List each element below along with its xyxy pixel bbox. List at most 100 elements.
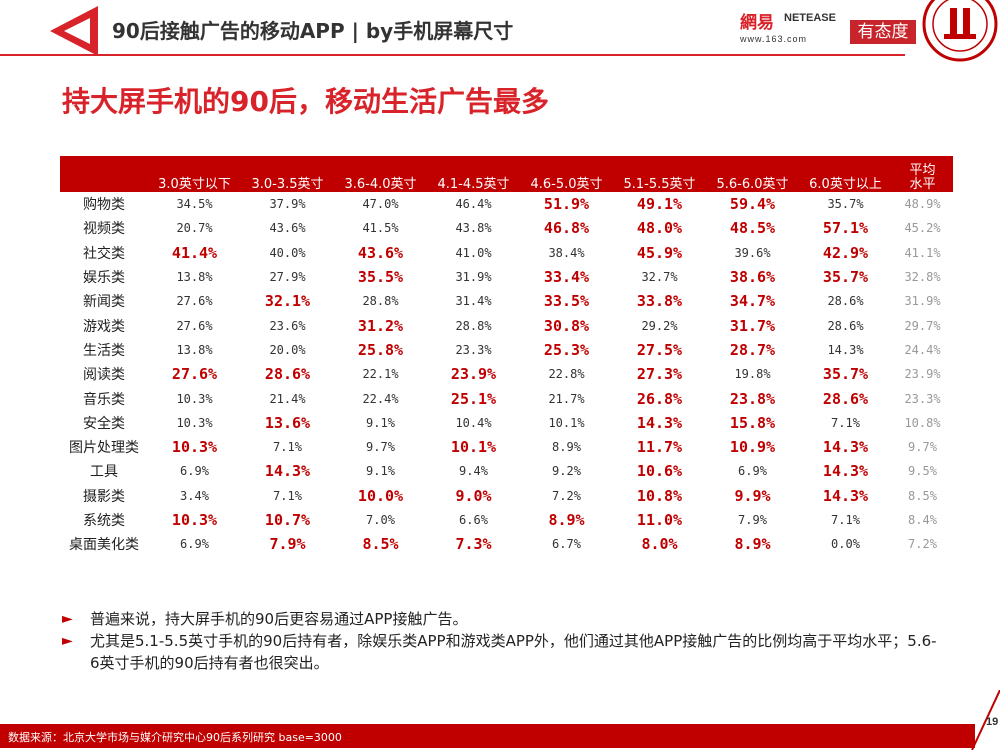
table-row: 系统类 10.3% 10.7% 7.0% 6.6% 8.9% 11.0% 7.9% 7.1% 8.…: [60, 508, 953, 532]
average-cell: 8.4%: [908, 513, 937, 527]
value-cell: 28.6%: [264, 365, 311, 384]
value-cell: 41.4%: [171, 243, 218, 262]
value-cell: 10.6%: [636, 462, 683, 481]
value-cell: 57.1%: [822, 219, 869, 238]
value-cell: 21.7%: [548, 391, 585, 406]
value-cell: 51.9%: [543, 195, 590, 214]
slide-title: 90后接触广告的移动APP | by手机屏幕尺寸: [112, 19, 514, 43]
netease-logo-en: NETEASE: [784, 12, 836, 24]
value-cell: 3.4%: [180, 488, 209, 503]
value-cell: 7.3%: [455, 535, 492, 554]
value-cell: 21.4%: [269, 391, 306, 406]
value-cell: 14.3%: [822, 462, 869, 481]
page-number: 19: [986, 716, 999, 728]
value-cell: 6.6%: [459, 513, 488, 527]
average-cell: 45.2%: [904, 221, 941, 236]
value-cell: 7.1%: [273, 440, 302, 455]
average-header-line1: 平均: [909, 163, 936, 178]
value-cell: 35.7%: [822, 268, 869, 287]
value-cell: 31.2%: [357, 316, 404, 335]
row-category: 新闻类: [83, 294, 125, 311]
average-cell: 9.7%: [908, 440, 937, 455]
value-cell: 30.8%: [543, 316, 590, 335]
value-cell: 6.9%: [180, 464, 209, 479]
value-cell: 0.0%: [831, 537, 860, 552]
value-cell: 41.5%: [362, 221, 399, 236]
table-body: 购物类 34.5% 37.9% 47.0% 46.4% 51.9% 49.1% 59.4% 35…: [60, 192, 953, 556]
row-category: 音乐类: [83, 391, 125, 408]
average-cell: 8.5%: [908, 488, 937, 503]
value-cell: 23.6%: [269, 318, 306, 333]
average-cell: 10.8%: [904, 415, 941, 430]
row-category: 桌面美化类: [69, 537, 139, 554]
value-cell: 20.7%: [176, 221, 213, 236]
row-category: 生活类: [83, 342, 125, 359]
column-header: 3.0英寸以下: [148, 156, 241, 192]
value-cell: 11.7%: [636, 438, 683, 457]
value-cell: 13.8%: [176, 342, 213, 357]
value-cell: 22.8%: [548, 367, 585, 382]
value-cell: 6.9%: [180, 537, 209, 552]
table-row: 摄影类 3.4% 7.1% 10.0% 9.0% 7.2% 10.8% 9.9% 14.3% 8.…: [60, 484, 953, 508]
table-row: 购物类 34.5% 37.9% 47.0% 46.4% 51.9% 49.1% 59.4% 35…: [60, 192, 953, 216]
value-cell: 39.6%: [734, 245, 771, 260]
average-cell: 48.9%: [904, 197, 941, 212]
value-cell: 48.0%: [636, 219, 683, 238]
value-cell: 27.6%: [176, 294, 213, 309]
average-cell: 32.8%: [904, 270, 941, 285]
value-cell: 7.9%: [738, 513, 767, 527]
value-cell: 49.1%: [636, 195, 683, 214]
value-cell: 43.6%: [357, 243, 404, 262]
column-header: 3.6-4.0英寸: [334, 156, 427, 192]
value-cell: 33.5%: [543, 292, 590, 311]
value-cell: 20.0%: [269, 342, 306, 357]
footer-bar: 数据来源：北京大学市场与媒介研究中心90后系列研究 base=3000: [0, 724, 975, 748]
value-cell: 10.9%: [729, 438, 776, 457]
value-cell: 27.3%: [636, 365, 683, 384]
value-cell: 10.1%: [548, 415, 585, 430]
value-cell: 46.4%: [455, 197, 492, 212]
value-cell: 27.6%: [176, 318, 213, 333]
notes: ► 普遍来说，持大屏手机的90后更容易通过APP接触广告。 ► 尤其是5.1-5…: [62, 608, 942, 674]
value-cell: 9.9%: [734, 486, 771, 505]
triangle-bullet-icon: ►: [62, 633, 73, 649]
value-cell: 34.5%: [176, 197, 213, 212]
value-cell: 7.1%: [273, 488, 302, 503]
value-cell: 22.4%: [362, 391, 399, 406]
note-text: 尤其是5.1-5.5英寸手机的90后持有者，除娱乐类APP和游戏类APP外，他们…: [90, 632, 937, 672]
value-cell: 25.8%: [357, 340, 404, 359]
note-item: ► 尤其是5.1-5.5英寸手机的90后持有者，除娱乐类APP和游戏类APP外，…: [62, 630, 942, 674]
average-cell: 23.3%: [904, 391, 941, 406]
value-cell: 25.1%: [450, 389, 497, 408]
value-cell: 7.0%: [366, 513, 395, 527]
netease-logo: 網易 NETEASE www.163.com: [740, 8, 846, 48]
column-header: 5.6-6.0英寸: [706, 156, 799, 192]
value-cell: 35.7%: [822, 365, 869, 384]
value-cell: 7.2%: [552, 488, 581, 503]
value-cell: 27.9%: [269, 270, 306, 285]
value-cell: 32.1%: [264, 292, 311, 311]
footer-source: 数据来源：北京大学市场与媒介研究中心90后系列研究 base=3000: [8, 731, 342, 744]
value-cell: 9.4%: [459, 464, 488, 479]
average-cell: 9.5%: [908, 464, 937, 479]
value-cell: 43.6%: [269, 221, 306, 236]
table-row: 音乐类 10.3% 21.4% 22.4% 25.1% 21.7% 26.8% 23.8% 28…: [60, 386, 953, 410]
header-divider: [0, 54, 905, 56]
value-cell: 9.0%: [455, 486, 492, 505]
value-cell: 14.3%: [827, 342, 864, 357]
value-cell: 9.7%: [366, 440, 395, 455]
value-cell: 25.3%: [543, 340, 590, 359]
average-cell: 23.9%: [904, 367, 941, 382]
value-cell: 27.6%: [171, 365, 218, 384]
row-category: 社交类: [83, 245, 125, 262]
value-cell: 59.4%: [729, 195, 776, 214]
value-cell: 8.9%: [548, 511, 585, 529]
note-item: ► 普遍来说，持大屏手机的90后更容易通过APP接触广告。: [62, 608, 942, 630]
value-cell: 27.5%: [636, 340, 683, 359]
value-cell: 41.0%: [455, 245, 492, 260]
netease-logo-cn: 網易: [740, 13, 774, 33]
value-cell: 7.9%: [269, 535, 306, 554]
pku-seal-icon: [922, 0, 998, 62]
table-row: 安全类 10.3% 13.6% 9.1% 10.4% 10.1% 14.3% 15.8% 7.1…: [60, 411, 953, 435]
value-cell: 42.9%: [822, 243, 869, 262]
